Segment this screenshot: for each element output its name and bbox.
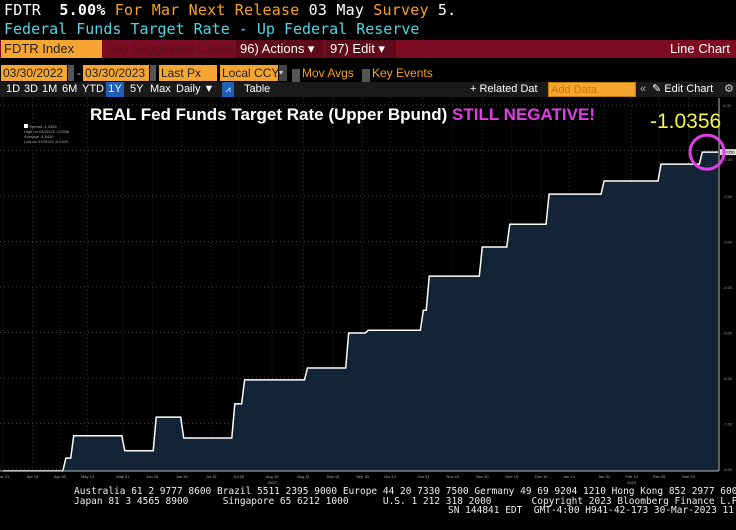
period-6m[interactable]: 6M — [62, 83, 78, 95]
x-tick-label: Jul 29 — [233, 474, 244, 479]
field-select[interactable]: Last Px — [159, 65, 217, 81]
x-tick-label: Jan 31 — [598, 474, 611, 479]
last-value: 5.00% — [59, 1, 106, 19]
y-tick-label: -1.00 — [723, 157, 733, 162]
next-release-label: Next Release — [188, 1, 300, 19]
add-data-input[interactable]: Add Data — [548, 82, 636, 97]
x-tick-label: May 31 — [116, 474, 130, 479]
suggested-charts-button[interactable]: 94) Suggested Charts — [109, 41, 236, 56]
x-tick-label: Nov 30 — [476, 474, 489, 479]
y-tick-label: -6.00 — [723, 376, 733, 381]
y-tick-label: -7.00 — [723, 422, 733, 427]
security-header: FDTR 5.00% For Mar Next Release 03 May S… — [4, 1, 456, 19]
period-5y[interactable]: 5Y — [130, 83, 144, 95]
key-events-checkbox[interactable] — [362, 69, 370, 85]
y-tick-label: -4.00 — [723, 285, 733, 290]
legend-item: Spread -1.0356 — [24, 124, 69, 129]
highlight-circle — [688, 133, 726, 171]
security-description: Federal Funds Target Rate - Up Federal R… — [4, 20, 420, 38]
collapse-icon[interactable]: « — [640, 83, 647, 95]
footer: Australia 61 2 9777 8600 Brazil 5511 239… — [74, 487, 736, 516]
x-tick-label: Dec 30 — [535, 474, 548, 479]
period-1d[interactable]: 1D — [6, 83, 21, 95]
chart-type-label: Line Chart — [670, 41, 730, 56]
x-tick-label: Aug 15 — [266, 474, 279, 479]
survey-label: Survey — [373, 1, 429, 19]
x-tick-label: Jun 30 — [176, 474, 189, 479]
footer-contacts-1: Australia 61 2 9777 8600 Brazil 5511 239… — [74, 486, 736, 497]
period-1y[interactable]: 1Y — [106, 82, 124, 97]
current-value-tag — [720, 149, 736, 156]
x-tick-label: Sep 30 — [356, 474, 369, 479]
period-ytd[interactable]: YTD — [82, 83, 104, 95]
legend-item: Average -4.8430 — [24, 134, 54, 139]
legend-item: High on 03/22/23 -1.0356 — [24, 129, 70, 134]
y-tick-label: -2.00 — [723, 194, 733, 199]
mov-avgs-label[interactable]: Mov Avgs — [302, 66, 354, 80]
period-1m[interactable]: 1M — [42, 83, 58, 95]
annotation-title: REAL Fed Funds Target Rate (Upper Bpund) — [90, 105, 453, 124]
for-label: For Mar — [114, 1, 180, 19]
chart-annotation: REAL Fed Funds Target Rate (Upper Bpund)… — [90, 105, 595, 125]
x-tick-label: Aug 31 — [297, 474, 310, 479]
x-tick-label: Dec 15 — [505, 474, 518, 479]
x-tick-label: Sep 15 — [327, 474, 340, 479]
period-max[interactable]: Max — [150, 83, 171, 95]
x-tick-label: Jul 15 — [206, 474, 217, 479]
period-3d[interactable]: 3D — [24, 83, 39, 95]
calendar-icon[interactable] — [150, 65, 156, 81]
start-date-input[interactable]: 03/30/2022 — [1, 65, 67, 81]
ticker: FDTR — [4, 1, 41, 19]
table-button[interactable]: Table — [244, 83, 271, 95]
x-tick-label: Jan 13 — [563, 474, 576, 479]
y-tick-label: -3.00 — [723, 240, 733, 245]
chart-legend: Spread -1.0356 High on 03/22/23 -1.0356 … — [24, 124, 69, 144]
actions-menu[interactable]: 96) Actions ▾ — [236, 40, 324, 58]
current-value-annotation: -1.0356 — [650, 110, 722, 133]
y-tick-label: -5.00 — [723, 331, 733, 336]
x-tick-label: Apr 30 — [54, 474, 67, 479]
period-bar: 1D 3D 1M 6M YTD 1Y 5Y Max Daily ▼ ⩘ Tabl… — [0, 82, 736, 97]
gear-icon[interactable]: ⚙ — [724, 83, 734, 95]
x-tick-label: Feb 28 — [653, 474, 666, 479]
series-area — [3, 152, 718, 471]
mov-avgs-checkbox[interactable] — [292, 69, 300, 85]
edit-chart-button[interactable]: ✎ Edit Chart — [652, 83, 714, 95]
edit-menu[interactable]: 97) Edit ▾ — [326, 40, 396, 58]
date-range-separator: - — [77, 66, 81, 80]
x-year-label: 2022 — [268, 480, 278, 485]
x-tick-label: Feb 14 — [625, 474, 638, 479]
x-tick-label: Nov 15 — [446, 474, 459, 479]
related-data-button[interactable]: + Related Dat — [470, 83, 538, 95]
line-chart[interactable]: 0.00 -1.00 -2.00 -3.00 -4.00 -5.00 -6.00 -7.00 -… — [0, 98, 736, 488]
x-tick-label: Oct 14 — [384, 474, 397, 479]
currency-select[interactable]: Local CCY — [220, 65, 280, 81]
x-tick-label: May 13 — [81, 474, 95, 479]
line-chart-icon[interactable]: ⩘ — [222, 82, 234, 97]
x-year-label: 2023 — [627, 480, 637, 485]
chevron-down-icon[interactable]: ▾ — [279, 65, 287, 81]
legend-item: Low on 03/31/22 -8.0429 — [24, 139, 69, 144]
security-input[interactable]: FDTR Index — [1, 40, 102, 58]
current-value-tag-label: -1.0356 — [721, 150, 735, 155]
x-tick-label: Oct 31 — [417, 474, 430, 479]
survey-value: 5. — [437, 1, 457, 19]
x-tick-label: Apr 15 — [27, 474, 40, 479]
series-line — [3, 151, 718, 472]
next-release-date: 03 May — [308, 1, 365, 19]
x-tick-label: Mar 15 — [682, 474, 695, 479]
toolbar: FDTR Index 94) Suggested Charts 96) Acti… — [0, 40, 736, 58]
y-tick-label: 0.00 — [723, 103, 732, 108]
x-tick-label: Mar 31 — [0, 474, 10, 479]
edit-chart-label: Edit Chart — [664, 83, 714, 95]
footer-session: SN 144841 EDT GMT-4:00 H941-42-173 30-Ma… — [448, 505, 736, 516]
calendar-icon[interactable] — [68, 65, 74, 81]
footer-contacts-2: Japan 81 3 4565 8900 Singapore 65 6212 1… — [74, 495, 736, 507]
x-tick-label: Jun 15 — [146, 474, 159, 479]
frequency-select[interactable]: Daily ▼ — [176, 83, 215, 95]
end-date-input[interactable]: 03/30/2023 — [83, 65, 149, 81]
key-events-label[interactable]: Key Events — [372, 66, 433, 80]
y-tick-label: -8.00 — [723, 467, 733, 472]
annotation-highlight: STILL NEGATIVE! — [452, 105, 595, 124]
